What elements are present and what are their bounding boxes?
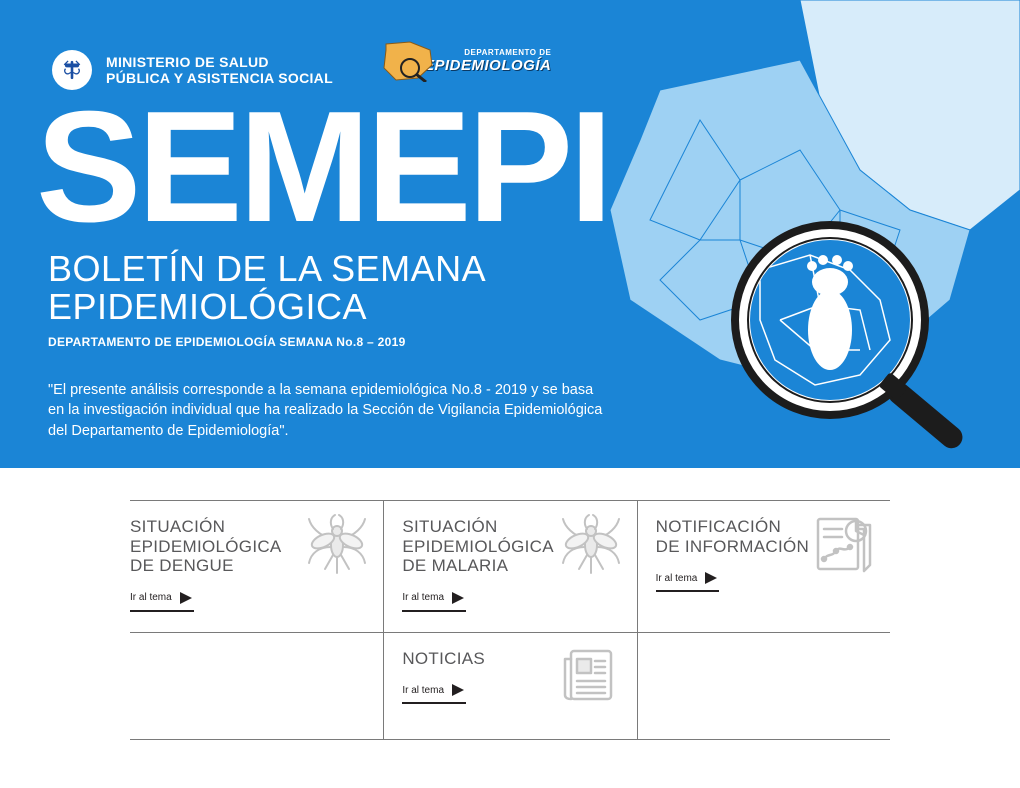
mosquito-icon xyxy=(305,511,369,575)
hero-banner: MINISTERIO DE SALUD PÚBLICA Y ASISTENCIA… xyxy=(0,0,1020,468)
triangle-icon xyxy=(450,682,466,698)
triangle-icon xyxy=(450,590,466,606)
hero-deptline: DEPARTAMENTO DE EPIDEMIOLOGÍA SEMANA No.… xyxy=(48,335,406,349)
subtitle-line2: EPIDEMIOLÓGICA xyxy=(48,288,486,326)
epidemiologia-logo: DEPARTAMENTO DE EPIDEMIOLOGÍA xyxy=(380,40,551,82)
card-noticias: NOTICIAS Ir al tema xyxy=(383,632,636,740)
card-malaria: SITUACIÓN EPIDEMIOLÓGICA DE MALARIA Ir a… xyxy=(383,500,636,632)
epidemiologia-small: DEPARTAMENTO DE xyxy=(424,48,551,57)
triangle-icon xyxy=(703,570,719,586)
goto-dengue[interactable]: Ir al tema xyxy=(130,590,194,612)
goto-label: Ir al tema xyxy=(130,592,172,603)
semepi-title: SEMEPI xyxy=(36,88,609,246)
triangle-icon xyxy=(178,590,194,606)
topic-nav: SITUACIÓN EPIDEMIOLÓGICA DE DENGUE Ir al… xyxy=(130,500,890,740)
goto-label: Ir al tema xyxy=(402,685,444,696)
hero-quote: "El presente análisis corresponde a la s… xyxy=(48,380,603,441)
goto-noticias[interactable]: Ir al tema xyxy=(402,682,466,704)
card-dengue: SITUACIÓN EPIDEMIOLÓGICA DE DENGUE Ir al… xyxy=(130,500,383,632)
empty-cell xyxy=(637,632,890,740)
hero-subtitle: BOLETÍN DE LA SEMANA EPIDEMIOLÓGICA xyxy=(48,250,486,326)
card-title: NOTICIAS xyxy=(402,649,567,669)
magnifier-icon xyxy=(720,210,980,468)
news-icon xyxy=(559,643,623,707)
ministry-line1: MINISTERIO DE SALUD xyxy=(106,54,333,70)
goto-label: Ir al tema xyxy=(402,592,444,603)
goto-malaria[interactable]: Ir al tema xyxy=(402,590,466,612)
goto-label: Ir al tema xyxy=(656,573,698,584)
card-title: SITUACIÓN EPIDEMIOLÓGICA DE MALARIA xyxy=(402,517,567,576)
mosquito-icon xyxy=(559,511,623,575)
empty-cell xyxy=(130,632,383,740)
goto-notificacion[interactable]: Ir al tema xyxy=(656,570,720,592)
card-notificacion: NOTIFICACIÓN DE INFORMACIÓN Ir al tema xyxy=(637,500,890,632)
card-title: SITUACIÓN EPIDEMIOLÓGICA DE DENGUE xyxy=(130,517,295,576)
epidemiologia-map-icon xyxy=(380,40,436,82)
report-icon xyxy=(812,511,876,575)
subtitle-line1: BOLETÍN DE LA SEMANA xyxy=(48,250,486,288)
card-title: NOTIFICACIÓN DE INFORMACIÓN xyxy=(656,517,821,556)
epidemiologia-big: EPIDEMIOLOGÍA xyxy=(424,57,551,74)
